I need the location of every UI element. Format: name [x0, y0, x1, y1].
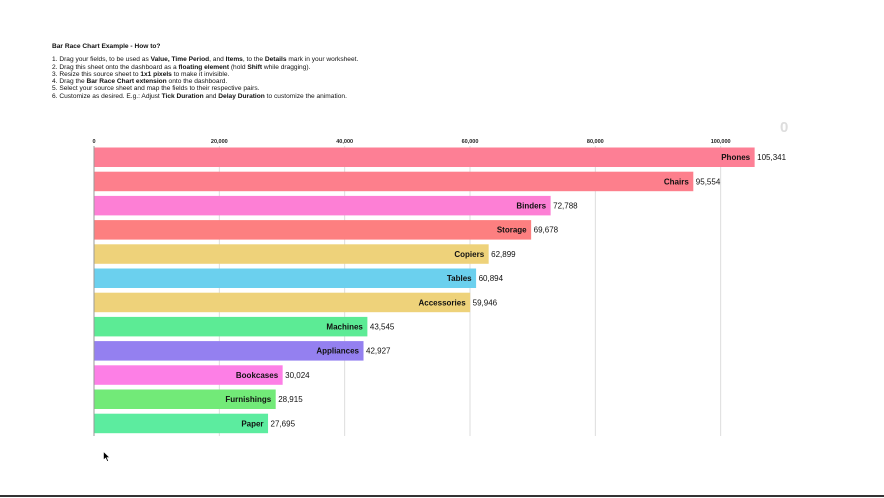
bar-value-label: 42,927 — [366, 347, 391, 356]
instruction-step: 3. Resize this source sheet to 1x1 pixel… — [52, 71, 358, 78]
instruction-step: 2. Drag this sheet onto the dashboard as… — [52, 64, 358, 71]
bar-value-label: 69,678 — [534, 226, 559, 235]
bar-value-label: 95,554 — [696, 177, 721, 186]
instruction-text: and — [203, 92, 219, 100]
bar-label: Bookcases — [236, 371, 279, 380]
instruction-emphasis: Items — [225, 56, 243, 64]
instruction-emphasis: floating element — [178, 63, 230, 71]
x-tick-label: 40,000 — [336, 139, 353, 145]
bar-value-label: 60,894 — [479, 274, 504, 283]
instruction-text: to customize the animation. — [264, 92, 347, 100]
instruction-step: 5. Select your source sheet and map the … — [52, 85, 358, 92]
bar-value-label: 43,545 — [370, 322, 395, 331]
instruction-text: 6. Customize as desired. E.g.: Adjust — [52, 92, 162, 100]
bar-storage — [94, 220, 532, 240]
bar-label: Paper — [241, 419, 263, 428]
bar-value-label: 62,899 — [491, 250, 516, 259]
bottom-divider — [0, 495, 884, 497]
bar-furnishings — [94, 389, 276, 409]
bar-label: Chairs — [664, 177, 689, 186]
bar-tables — [94, 268, 477, 288]
instruction-text: , and — [209, 56, 226, 64]
instruction-text: 1. Drag your fields, to be used as — [52, 56, 151, 64]
x-tick-label: 0 — [92, 139, 95, 145]
bar-label: Storage — [497, 226, 527, 235]
bar-value-label: 72,788 — [553, 201, 578, 210]
bar-value-label: 30,024 — [285, 371, 310, 380]
bar-value-label: 105,341 — [757, 153, 786, 162]
instructions-steps: 1. Drag your fields, to be used as Value… — [52, 56, 358, 100]
time-period-counter: 0 — [780, 119, 789, 136]
x-tick-label: 80,000 — [587, 139, 604, 145]
instruction-text: , to the — [242, 56, 265, 64]
instruction-step: 6. Customize as desired. E.g.: Adjust Ti… — [52, 93, 358, 100]
instruction-step: 4. Drag the Bar Race Chart extension ont… — [52, 78, 358, 85]
x-tick-label: 20,000 — [211, 139, 228, 145]
instruction-emphasis: Shift — [247, 63, 263, 71]
bar-label: Copiers — [454, 250, 484, 259]
instruction-text: 4. Drag the — [52, 78, 87, 86]
bar-label: Appliances — [316, 347, 359, 356]
instruction-text: to make it invisible. — [171, 70, 230, 78]
instruction-emphasis: Tick Duration — [161, 92, 204, 100]
instruction-emphasis: Bar Race Chart extension — [86, 78, 167, 86]
x-tick-label: 100,000 — [711, 139, 731, 145]
instruction-step: 1. Drag your fields, to be used as Value… — [52, 56, 358, 63]
bar-chairs — [94, 171, 694, 192]
instruction-text: onto the dashboard. — [166, 78, 228, 86]
instruction-text: while dragging). — [262, 63, 311, 71]
bar-value-label: 59,946 — [473, 298, 498, 307]
bar-copiers — [94, 244, 489, 264]
instruction-emphasis: 1x1 pixels — [140, 70, 172, 78]
bar-label: Accessories — [419, 298, 467, 307]
bar-phones — [94, 147, 755, 167]
bar-binders — [94, 195, 551, 216]
bar-label: Machines — [326, 322, 363, 331]
bar-label: Phones — [721, 153, 750, 162]
instructions: Bar Race Chart Example - How to? 1. Drag… — [52, 43, 358, 100]
bar-label: Binders — [516, 201, 546, 210]
instruction-emphasis: Value, Time Period — [150, 56, 210, 64]
instruction-text: 2. Drag this sheet onto the dashboard as… — [52, 63, 179, 71]
instruction-text: mark in your worksheet. — [286, 56, 359, 64]
bar-accessories — [94, 292, 471, 313]
bar-bookcases — [94, 365, 283, 385]
instruction-text: 3. Resize this source sheet to — [52, 70, 141, 78]
instruction-emphasis: Details — [264, 56, 287, 64]
bar-value-label: 27,695 — [271, 419, 296, 428]
instructions-title: Bar Race Chart Example - How to? — [52, 43, 161, 50]
instruction-text: 5. Select your source sheet and map the … — [52, 85, 260, 93]
bar-value-label: 28,915 — [278, 395, 303, 404]
mouse-cursor-icon — [103, 451, 111, 462]
bar-paper — [94, 413, 269, 434]
x-tick-label: 60,000 — [462, 139, 479, 145]
bar-label: Furnishings — [225, 395, 271, 404]
bar-appliances — [94, 341, 364, 361]
bar-label: Tables — [447, 274, 472, 283]
bar-machines — [94, 316, 368, 337]
instruction-emphasis: Delay Duration — [218, 92, 265, 100]
instruction-text: (hold — [229, 63, 248, 71]
